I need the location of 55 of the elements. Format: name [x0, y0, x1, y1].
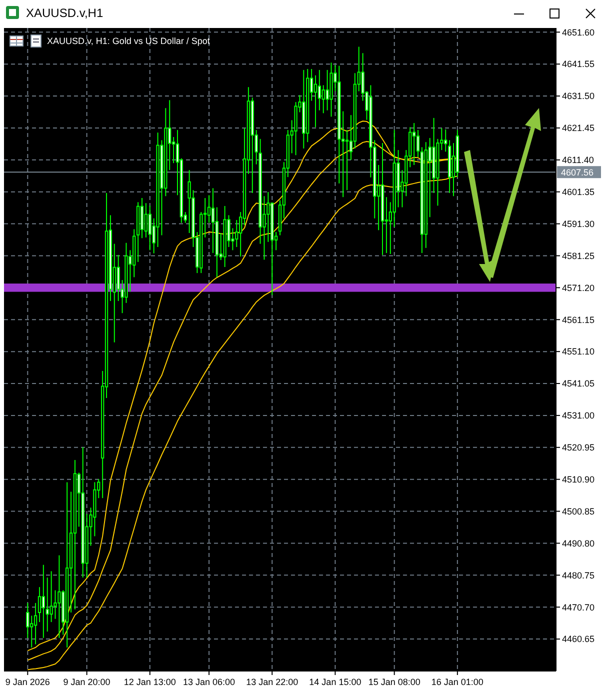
- x-tick-label: 15 Jan 08:00: [368, 677, 420, 687]
- y-tick-label: 4621.45: [562, 123, 595, 134]
- candlestick: [42, 564, 46, 638]
- y-tick-label: 4591.30: [562, 218, 595, 229]
- y-tick-label: 4490.80: [562, 538, 595, 548]
- y-tick-label: 4601.35: [562, 187, 595, 197]
- y-tick-label: 4480.75: [562, 570, 595, 580]
- candlestick: [207, 194, 211, 224]
- y-tick-label: 4571.20: [562, 282, 595, 293]
- y-tick-label: 4631.50: [562, 91, 595, 102]
- y-tick-label: 4510.90: [562, 474, 595, 484]
- y-tick-label: 4581.25: [562, 250, 595, 261]
- y-tick-label: 4611.40: [562, 155, 594, 166]
- candlestick: [116, 254, 120, 302]
- candlestick: [58, 554, 61, 638]
- y-tick-label: 4531.00: [562, 410, 595, 421]
- candlestick: [412, 122, 416, 166]
- x-tick-label: 16 Jan 01:00: [431, 677, 484, 687]
- candlestick: [235, 219, 238, 248]
- candlestick: [314, 74, 318, 128]
- candlestick: [140, 198, 144, 239]
- candlestick: [345, 130, 349, 191]
- candlestick: [144, 202, 148, 238]
- candlestick: [148, 205, 152, 251]
- y-tick-label: 4651.60: [562, 27, 595, 38]
- candlestick: [211, 188, 215, 254]
- chart-title: XAUUSD.v,H1: [26, 6, 104, 20]
- ref-line-label: 4607.56: [561, 167, 594, 178]
- x-tick-label: 13 Jan 06:00: [183, 677, 236, 687]
- candlestick: [416, 130, 420, 158]
- y-tick-label: 4551.10: [562, 346, 595, 357]
- x-tick-label: 13 Jan 22:00: [246, 677, 298, 687]
- candlestick: [318, 69, 322, 111]
- y-tick-label: 4500.85: [562, 506, 595, 516]
- x-tick-label: 12 Jan 13:00: [124, 677, 176, 687]
- candlestick: [46, 577, 49, 632]
- candlestick: [38, 586, 42, 623]
- x-tick-label: 9 Jan 20:00: [63, 677, 110, 687]
- y-tick-label: 4470.70: [562, 602, 595, 612]
- x-tick-label: 9 Jan 2026: [5, 677, 50, 687]
- y-tick-label: 4561.15: [562, 314, 595, 325]
- x-tick-label: 14 Jan 15:00: [309, 677, 362, 687]
- y-tick-label: 4641.55: [562, 59, 595, 70]
- candlestick: [34, 602, 38, 645]
- y-tick-label: 4460.65: [562, 634, 595, 644]
- y-tick-label: 4541.05: [562, 378, 595, 389]
- y-tick-label: 4520.95: [562, 442, 595, 453]
- candlestick: [266, 192, 270, 242]
- candlestick: [26, 602, 30, 638]
- text: XAUUSD.v, H1: Gold vs US Dollar / Spot: [47, 36, 210, 46]
- candlestick: [444, 128, 448, 152]
- candlestick: [30, 615, 34, 648]
- candlestick: [322, 84, 325, 114]
- candlestick: [326, 69, 329, 111]
- candlestick: [188, 170, 191, 234]
